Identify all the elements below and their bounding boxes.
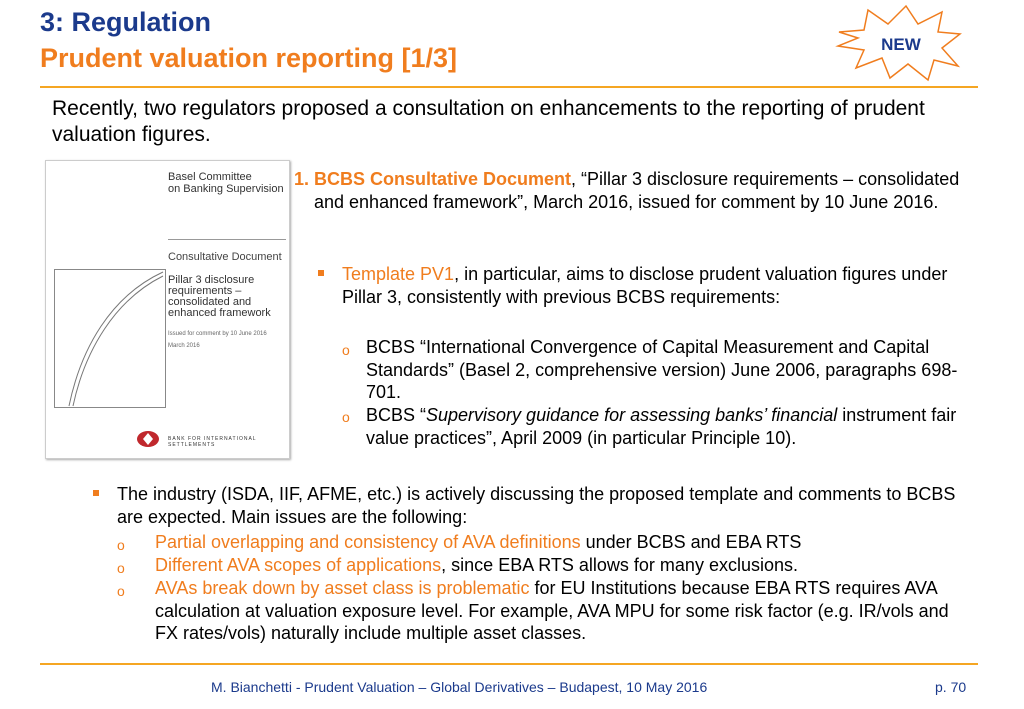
cover-title-line1: Pillar 3 disclosure (168, 274, 255, 286)
intro-text: Recently, two regulators proposed a cons… (52, 97, 925, 146)
item-text: , “Pillar 3 disclosure requirements – co… (314, 169, 960, 212)
cover-doc-title: Pillar 3 disclosure requirements – conso… (168, 275, 286, 319)
cover-frame (54, 269, 166, 408)
issue-item: Partial overlapping and consistency of A… (155, 531, 955, 554)
pv1-text: , in particular, aims to disclose pruden… (342, 264, 948, 307)
bullet-circle: o (117, 537, 125, 553)
footer-text: M. Bianchetti - Prudent Valuation – Glob… (211, 679, 708, 695)
title-divider (40, 86, 978, 88)
cover-issued: Issued for comment by 10 June 2016 (168, 331, 267, 337)
item-number: 1. (294, 169, 310, 189)
footer-divider (40, 663, 978, 665)
pv1-sub2-italic: Supervisory guidance for assessing banks… (426, 405, 838, 425)
bullet-circle: o (117, 560, 125, 576)
bis-logo-icon (137, 431, 159, 447)
cover-doc-type: Consultative Document (168, 251, 282, 263)
cover-title-line3: consolidated and (168, 296, 252, 308)
bullet-circle: o (342, 409, 350, 425)
issue-rest: under BCBS and EBA RTS (580, 532, 802, 552)
item-label: BCBS Consultative Document (314, 169, 572, 189)
cover-org-line2: on Banking Supervision (168, 183, 284, 195)
pv1-label: Template PV1 (342, 264, 455, 284)
item-bcbs-document: 1. BCBS Consultative Document, “Pillar 3… (294, 168, 974, 213)
cover-title-line4: enhanced framework (168, 307, 271, 319)
cover-bis: BANK FOR INTERNATIONAL SETTLEMENTS (168, 436, 257, 448)
starburst-icon (835, 4, 962, 82)
issue-highlight: Different AVA scopes of applications (155, 555, 442, 575)
cover-curve-graphic (68, 271, 164, 407)
pv1-sub2-pre: BCBS “ (366, 405, 427, 425)
bullet-circle: o (342, 342, 350, 358)
issue-rest: , since EBA RTS allows for many exclusio… (441, 555, 798, 575)
issue-highlight: AVAs break down by asset class is proble… (155, 578, 530, 598)
cover-org-line1: Basel Committee (168, 171, 252, 183)
cover-org: Basel Committee on Banking Supervision (168, 171, 284, 195)
document-cover: Basel Committee on Banking Supervision C… (45, 160, 290, 459)
cover-title-line2: requirements – (168, 285, 242, 297)
bullet-circle: o (117, 583, 125, 599)
item-body: BCBS Consultative Document, “Pillar 3 di… (314, 168, 974, 213)
cover-month: March 2016 (168, 343, 200, 349)
issue-rest: for EU Institutions because EBA RTS requ… (155, 578, 949, 643)
slide-subtitle: Prudent valuation reporting [1/3] (40, 43, 458, 73)
page-number: p. 70 (935, 679, 967, 695)
issue-item: Different AVA scopes of applications, si… (155, 554, 955, 577)
pv1-sub1: BCBS “International Convergence of Capit… (366, 337, 958, 402)
pv1-sub2-post: instrument fair value practices”, April … (366, 405, 957, 448)
pv1-sub2: BCBS “Supervisory guidance for assessing… (366, 404, 972, 449)
issue-highlight: Partial overlapping and consistency of A… (155, 532, 581, 552)
new-badge: NEW (881, 35, 921, 54)
bullet-square (93, 490, 99, 496)
bullet-square (318, 270, 324, 276)
slide-title: 3: Regulation (40, 7, 212, 37)
cover-divider (168, 239, 286, 240)
industry-bullet: The industry (ISDA, IIF, AFME, etc.) is … (117, 484, 956, 527)
issue-item: AVAs break down by asset class is proble… (155, 577, 955, 645)
pv1-bullet: Template PV1, in particular, aims to dis… (342, 263, 972, 308)
